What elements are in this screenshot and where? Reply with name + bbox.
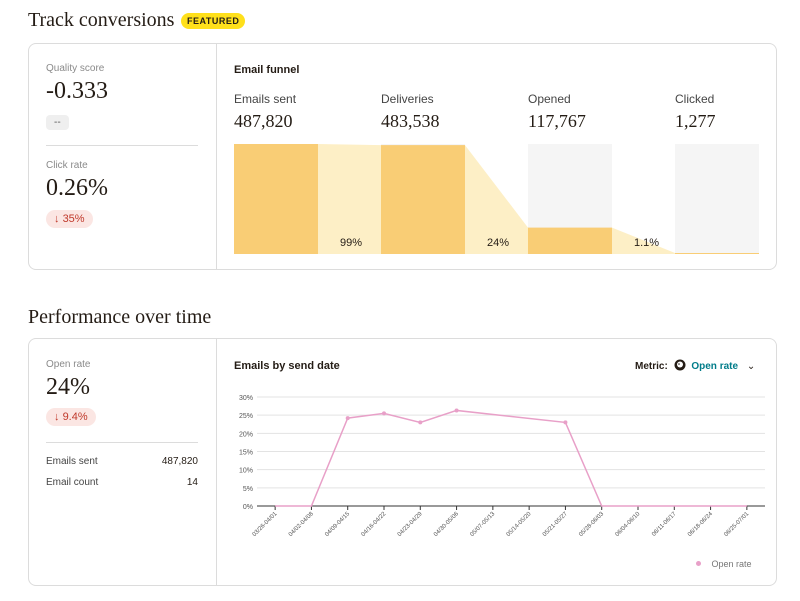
funnel-stage-value: 117,767 [528,111,586,131]
data-point [345,416,350,421]
funnel-flow [465,145,528,254]
stat-divider [46,442,198,443]
data-point [563,420,568,425]
legend-label: Open rate [711,559,752,569]
funnel-bar [381,145,465,254]
y-tick-label: 20% [239,431,253,438]
conversions-card: Quality score -0.333 -- Click rate 0.26%… [28,43,777,270]
x-tick-label: 05/07-05/13 [469,511,496,538]
arrow-down-icon: ↓ [54,213,60,225]
quality-score-delta: -- [46,115,69,130]
email-count-value: 14 [186,477,198,488]
open-rate-line-chart: 0% 5% 10% 15% 20% 25% 30% 03/26-04/01 04/02-04/0… [239,395,765,538]
y-tick-label: 0% [243,504,253,511]
click-rate-delta: ↓ 35% [46,210,93,228]
stat-divider [46,145,198,146]
funnel-stage-label: Opened [528,92,571,106]
x-tick-label: 04/30-05/06 [433,511,460,538]
card-divider [216,339,217,585]
quality-score-label: Quality score [46,63,105,74]
email-funnel-chart [234,144,759,254]
click-rate-value: 0.26% [46,175,108,201]
y-tick-label: 10% [239,468,253,475]
funnel-stage-value: 483,538 [381,111,440,131]
data-point [454,408,459,413]
funnel-conversion-pct: 99% [340,237,363,249]
data-point [418,420,423,425]
performance-title: Performance over time [28,306,212,328]
funnel-flow [612,227,675,254]
x-tick-label: 05/21-05/27 [542,511,569,538]
x-tick-label: 06/04-06/10 [615,511,642,538]
funnel-bar-track [675,144,759,254]
funnel-flow [318,144,381,254]
emails-sent-label: Emails sent [46,456,98,467]
funnel-stage-label: Clicked [675,92,715,106]
quality-score-value: -0.333 [46,78,108,104]
chart-legend: Open rate [696,559,752,569]
funnel-stage-value: 1,277 [675,111,716,131]
x-tick-label: 04/16-04/22 [361,511,388,538]
click-rate-label: Click rate [46,160,88,171]
funnel-bar [675,253,759,254]
featured-badge: FEATURED [181,13,246,29]
x-tick-label: 05/14-05/20 [506,511,533,538]
funnel-stage-value: 487,820 [234,111,293,131]
track-conversions-title: Track conversions [28,9,175,31]
series-line [275,409,747,507]
data-point [382,411,386,416]
x-tick-label: 03/26-04/01 [252,511,279,538]
card-divider [216,44,217,269]
metric-value: Open rate [691,361,739,372]
click-rate-delta-value: 35% [62,213,85,225]
x-tick-label: 04/02-04/08 [288,511,315,538]
y-tick-label: 30% [239,395,253,402]
y-tick-label: 25% [239,413,253,420]
open-rate-delta-value: 9.4% [62,411,88,423]
arrow-down-icon: ↓ [54,411,60,423]
x-tick-label: 04/09-04/15 [324,511,351,538]
funnel-stage-label: Deliveries [381,92,434,106]
y-tick-label: 15% [239,450,253,457]
open-rate-delta: ↓ 9.4% [46,408,96,426]
x-tick-label: 06/25-07/01 [723,511,750,538]
open-rate-label: Open rate [46,359,91,370]
x-tick-label: 04/23-04/29 [397,511,424,538]
x-tick-label: 06/11-06/17 [651,511,678,538]
funnel-bar [528,227,612,254]
funnel-conversion-pct: 1.1% [634,237,660,249]
metric-label: Metric: [635,361,668,372]
legend-dot [696,561,701,566]
performance-card: Open rate 24% ↓ 9.4% Emails sent 487,820… [28,338,777,586]
mailchimp-logo-icon [674,359,686,371]
funnel-stage-label: Emails sent [234,92,297,106]
metric-dropdown[interactable]: Metric: Open rate ⌄ [635,359,755,372]
chevron-down-icon: ⌄ [746,361,756,372]
email-count-label: Email count [46,477,99,488]
open-rate-value: 24% [46,374,90,400]
emails-sent-value: 487,820 [161,456,198,467]
y-tick-label: 5% [243,486,253,493]
x-tick-label: 05/28-06/03 [578,511,605,538]
funnel-bar [234,144,318,254]
x-tick-label: 06/18-06/24 [687,511,714,538]
funnel-conversion-pct: 24% [487,237,510,249]
chart-title: Emails by send date [234,360,340,372]
email-funnel-title: Email funnel [234,64,300,76]
